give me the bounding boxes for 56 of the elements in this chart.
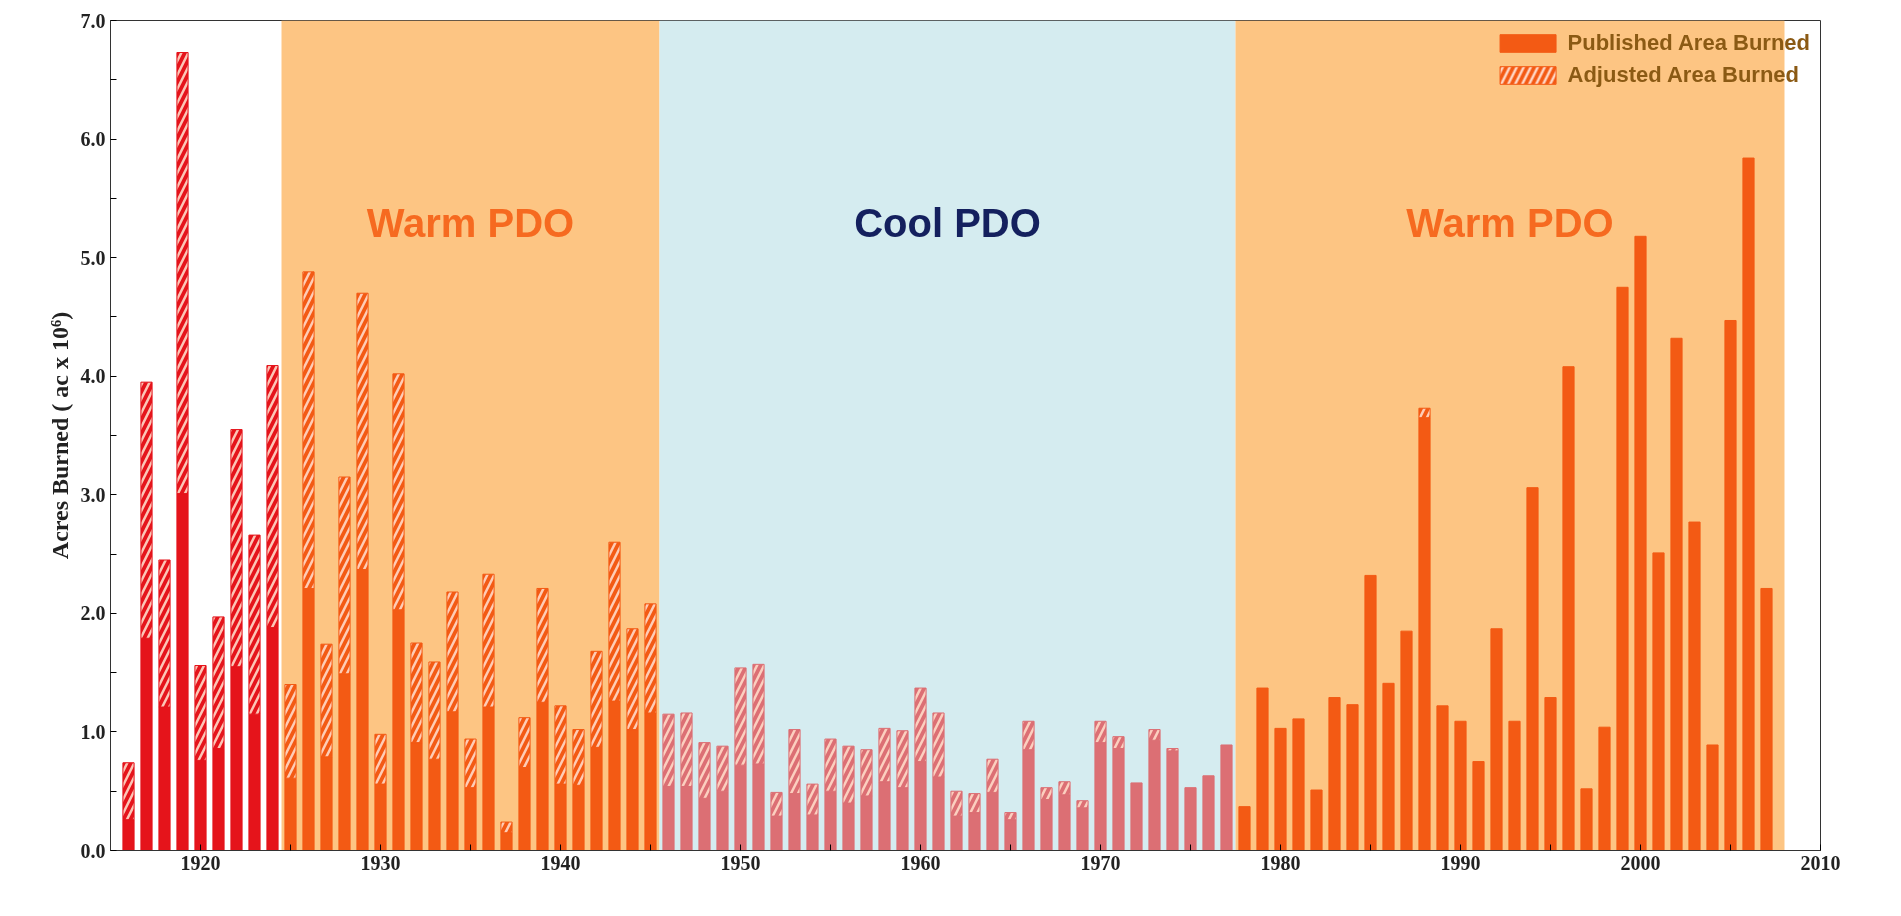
x-tick-label: 1960	[900, 851, 941, 874]
x-tick-label: 1920	[180, 851, 221, 874]
x-tick-label: 1990	[1440, 851, 1481, 874]
bar	[1580, 788, 1593, 851]
bar	[1598, 726, 1611, 851]
bar	[1724, 319, 1737, 851]
x-tick-label: 2010	[1800, 851, 1841, 874]
bar	[1688, 521, 1701, 851]
bar	[1562, 366, 1575, 851]
bar	[1454, 720, 1467, 851]
x-tick-label: 1950	[720, 851, 761, 874]
bar	[1274, 727, 1287, 851]
y-tick-label: 7.0	[80, 9, 106, 32]
bar	[1202, 775, 1215, 851]
bar	[1310, 789, 1323, 851]
bar	[1742, 157, 1755, 851]
bar	[1436, 705, 1449, 851]
bar	[1382, 682, 1395, 851]
y-tick-label: 3.0	[80, 483, 106, 506]
y-tick-label: 2.0	[80, 602, 106, 625]
band-label: Warm PDO	[1406, 200, 1614, 245]
bar	[1490, 628, 1503, 851]
bar	[1184, 787, 1197, 851]
y-tick-label: 5.0	[80, 246, 106, 269]
bar	[1328, 697, 1341, 851]
y-tick-label: 4.0	[80, 365, 106, 388]
bar	[1706, 744, 1719, 851]
bar	[1634, 235, 1647, 851]
bar	[1472, 761, 1485, 851]
band-label: Cool PDO	[854, 200, 1041, 245]
x-tick-label: 2000	[1620, 851, 1661, 874]
x-tick-label: 1980	[1260, 851, 1301, 874]
bar	[1526, 487, 1539, 851]
band-label: Warm PDO	[366, 200, 575, 245]
x-tick-label: 1970	[1080, 851, 1121, 874]
bar	[1544, 697, 1557, 851]
bar	[1166, 750, 1179, 851]
bar	[1220, 744, 1233, 851]
bar	[1256, 687, 1269, 851]
y-tick-label: 1.0	[80, 720, 106, 743]
x-tick-label: 1930	[360, 851, 401, 874]
bar	[1400, 630, 1413, 851]
bar	[1670, 337, 1683, 851]
bar	[1292, 718, 1305, 851]
y-axis-title: Acres Burned ( ac x 10⁶)	[46, 311, 73, 560]
bar	[1346, 704, 1359, 851]
y-tick-label: 0.0	[80, 839, 106, 862]
bar	[1616, 286, 1629, 851]
bar	[1760, 587, 1773, 851]
bar	[1508, 720, 1521, 851]
bar	[1130, 782, 1143, 851]
bar	[1364, 574, 1377, 851]
y-tick-label: 6.0	[80, 128, 106, 151]
x-tick-label: 1940	[540, 851, 581, 874]
bar	[1238, 806, 1251, 851]
bar	[1652, 552, 1665, 851]
